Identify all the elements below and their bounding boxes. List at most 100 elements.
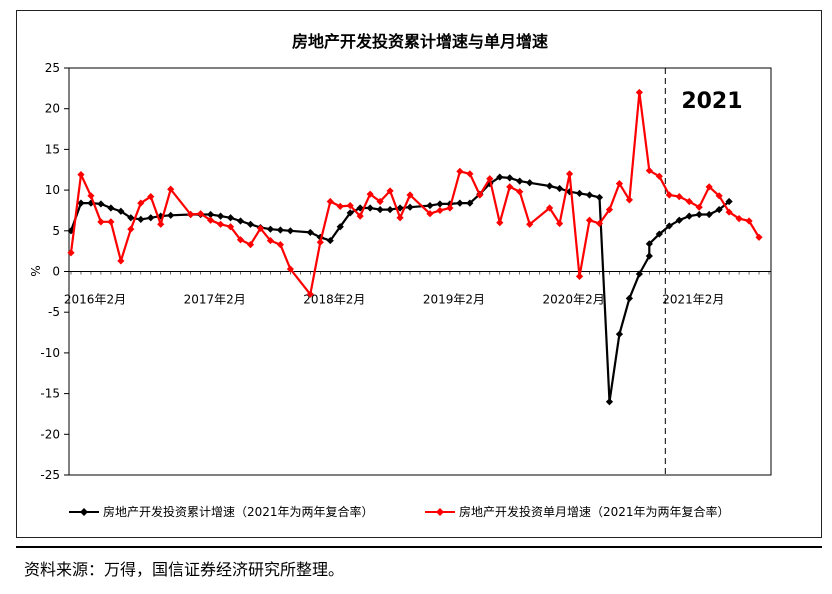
data-point — [147, 193, 155, 201]
data-point — [246, 220, 255, 228]
data-point — [486, 175, 494, 183]
y-tick-label: 25 — [45, 61, 60, 75]
data-point — [705, 183, 713, 191]
annotation-2021: 2021 — [681, 89, 742, 114]
data-point — [386, 187, 394, 195]
data-point — [466, 170, 474, 178]
x-tick-label: 2019年2月 — [423, 293, 485, 307]
data-point — [187, 210, 195, 219]
data-point — [466, 199, 474, 207]
data-point — [615, 330, 624, 338]
data-point — [356, 204, 364, 212]
data-point — [496, 219, 504, 227]
data-point — [615, 179, 624, 188]
data-point — [107, 204, 115, 212]
data-point — [436, 200, 444, 208]
data-point — [366, 190, 374, 198]
y-tick-label: 10 — [45, 183, 60, 197]
series-0 — [67, 173, 733, 406]
series-line — [69, 91, 760, 296]
y-axis-label: % — [28, 265, 42, 276]
data-point — [87, 192, 95, 200]
data-point — [246, 241, 255, 249]
data-point — [67, 249, 75, 257]
y-tick-label: -15 — [40, 387, 60, 401]
data-point — [117, 257, 125, 265]
data-point — [426, 210, 434, 218]
data-point — [236, 236, 245, 244]
data-point — [745, 217, 753, 225]
y-tick-label: 15 — [45, 142, 60, 156]
y-tick-label: -25 — [40, 468, 60, 482]
data-point — [575, 189, 584, 197]
source-note: 资料来源：万得，国信证券经济研究所整理。 — [24, 560, 345, 579]
y-tick-label: 0 — [52, 265, 60, 279]
chart-svg: 房地产开发投资累计增速与单月增速 25 20 15 10 5 0 -5 -10 -15 -20 -2… — [28, 32, 772, 519]
data-point — [436, 206, 444, 215]
chart-frame: 房地产开发投资累计增速与单月增速 25 20 15 10 5 0 -5 -10 -15 -20 -2… — [16, 10, 822, 538]
chart-title: 房地产开发投资累计增速与单月增速 — [292, 32, 548, 51]
data-point — [97, 200, 105, 208]
data-point — [197, 210, 205, 218]
data-point — [725, 197, 733, 206]
data-point — [77, 171, 85, 179]
data-point — [605, 398, 614, 406]
data-point — [506, 174, 514, 182]
data-point — [665, 191, 673, 199]
data-point — [725, 208, 733, 216]
data-point — [256, 224, 265, 232]
data-point — [356, 212, 364, 220]
data-point — [157, 220, 165, 228]
data-point — [456, 199, 464, 207]
data-point — [526, 179, 534, 187]
data-point — [226, 223, 235, 231]
data-point — [585, 191, 594, 199]
data-point — [546, 204, 554, 212]
data-point — [546, 182, 554, 190]
data-point — [575, 272, 584, 280]
data-point — [306, 228, 314, 237]
data-point — [336, 223, 344, 231]
data-point — [645, 166, 653, 175]
y-tick-label: -20 — [40, 427, 60, 441]
data-point — [286, 265, 294, 273]
data-point — [346, 201, 354, 210]
data-point — [346, 209, 354, 217]
data-point — [207, 210, 215, 219]
data-point — [705, 210, 713, 219]
data-point — [167, 211, 175, 219]
data-point — [306, 290, 314, 298]
data-point — [635, 270, 643, 278]
data-point — [446, 204, 454, 212]
series-layer — [67, 88, 763, 406]
data-point — [216, 212, 225, 220]
data-point — [97, 218, 105, 226]
data-point — [595, 193, 604, 202]
data-point — [476, 191, 484, 199]
legend-label-monthly: 房地产开发投资单月增速（2021年为两年复合率） — [459, 504, 730, 519]
series-1 — [67, 88, 763, 298]
data-point — [526, 220, 534, 228]
data-point — [695, 203, 703, 211]
data-point — [496, 173, 504, 181]
data-point — [595, 219, 604, 228]
data-point — [516, 188, 524, 196]
data-point — [565, 170, 574, 178]
data-point — [635, 88, 643, 97]
data-point — [137, 199, 145, 207]
data-point — [386, 206, 394, 214]
legend-marker-monthly — [436, 508, 444, 516]
data-point — [516, 177, 524, 185]
data-point — [605, 206, 614, 214]
data-point — [276, 241, 284, 249]
data-point — [276, 226, 284, 234]
data-point — [655, 230, 663, 238]
data-point — [715, 206, 723, 214]
data-point — [117, 207, 125, 215]
x-tick-label: 2020年2月 — [543, 293, 605, 307]
data-point — [266, 225, 275, 233]
x-tick-label: 2017年2月 — [184, 293, 246, 307]
data-point — [426, 201, 434, 210]
data-point — [236, 217, 245, 225]
data-point — [735, 214, 743, 223]
